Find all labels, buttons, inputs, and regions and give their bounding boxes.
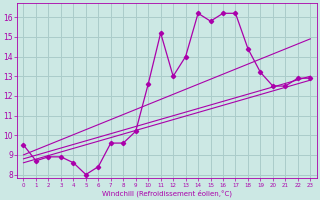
X-axis label: Windchill (Refroidissement éolien,°C): Windchill (Refroidissement éolien,°C) [102, 189, 232, 197]
